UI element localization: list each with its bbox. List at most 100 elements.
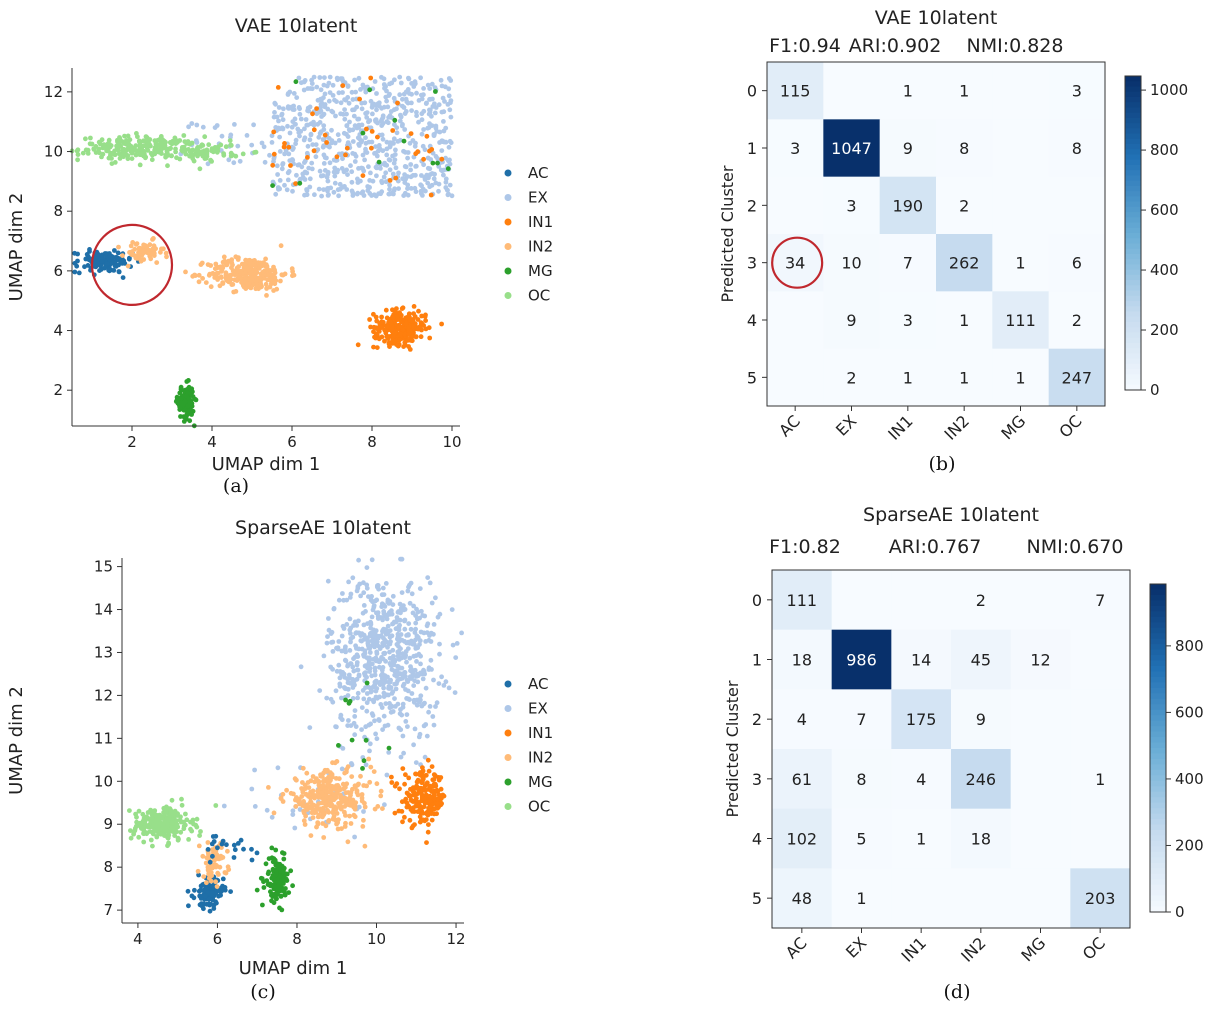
scatter-point-mg	[181, 419, 187, 424]
scatter-point-ex	[414, 659, 419, 664]
scatter-point-ex	[394, 615, 400, 620]
colorbar-segment	[1125, 243, 1141, 250]
scatter-point-ex	[386, 750, 392, 755]
scatter-point-in1	[435, 801, 441, 806]
scatter-point-mg	[364, 680, 370, 686]
scatter-point-ex	[363, 762, 369, 768]
scatter-point-ex	[277, 186, 282, 192]
scatter-point-ex	[332, 165, 338, 171]
scatter-point-ex	[361, 809, 366, 814]
cell-value-label: 9	[976, 710, 986, 729]
scatter-point-ex	[376, 635, 381, 641]
scatter-point-ex	[370, 111, 375, 117]
scatter-point-ex	[294, 172, 299, 178]
scatter-point-oc	[136, 834, 142, 840]
heatmap-cell	[823, 291, 881, 350]
x-tick-label: 10	[442, 433, 461, 451]
colorbar-segment	[1125, 117, 1141, 124]
scatter-point-oc	[100, 151, 106, 157]
scatter-point-in2	[257, 266, 262, 271]
scatter-point-ex	[231, 160, 237, 166]
scatter-point-in2	[326, 802, 332, 808]
colorbar-segment	[1125, 290, 1141, 297]
scatter-point-oc	[133, 811, 139, 817]
scatter-point-ex	[439, 674, 444, 680]
scatter-point-ex	[411, 742, 416, 748]
x-tick-label: 12	[446, 930, 465, 948]
scatter-point-ex	[320, 144, 326, 150]
heatmap-cell	[1010, 689, 1071, 750]
scatter-point-ex	[361, 603, 367, 608]
scatter-point-oc	[141, 831, 146, 836]
scatter-point-ac	[94, 259, 100, 265]
scatter-point-ex	[374, 736, 380, 742]
x-tick-label: IN2	[941, 411, 973, 443]
panel-caption: (b)	[929, 453, 956, 475]
scatter-point-oc	[169, 153, 174, 159]
scatter-point-in1	[355, 342, 361, 348]
legend-label: IN1	[528, 213, 553, 231]
cell-value-label: 8	[959, 139, 969, 158]
scatter-point-ex	[226, 157, 232, 163]
scatter-point-ex	[289, 157, 295, 162]
scatter-point-oc	[223, 144, 229, 150]
scatter-point-in1	[418, 785, 424, 791]
scatter-point-ex	[317, 688, 323, 693]
scatter-point-ac	[185, 888, 191, 894]
scatter-point-ex	[420, 676, 426, 682]
scatter-point-mg	[271, 856, 277, 861]
legend-label: AC	[528, 675, 548, 693]
scatter-point-ex	[382, 802, 387, 808]
scatter-point-oc	[169, 797, 175, 803]
scatter-point-ex	[385, 623, 391, 629]
scatter-point-ex	[452, 690, 458, 695]
colorbar-segment	[1150, 737, 1166, 744]
scatter-point-ex	[352, 159, 358, 164]
colorbar-segment	[1150, 709, 1166, 716]
scatter-point-oc	[150, 831, 156, 837]
y-axis-label: Predicted Cluster	[718, 165, 737, 302]
scatter-point-ex	[384, 152, 390, 158]
scatter-point-in2	[243, 286, 249, 291]
scatter-point-oc	[141, 839, 147, 845]
scatter-point-ex	[388, 709, 394, 715]
scatter-point-ex	[421, 86, 426, 91]
colorbar-segment	[1125, 138, 1141, 145]
scatter-point-ex	[281, 106, 286, 112]
scatter-point-ex	[369, 673, 375, 679]
scatter-point-ex	[270, 179, 276, 185]
scatter-point-ex	[261, 144, 267, 150]
scatter-point-oc	[89, 141, 95, 147]
scatter-point-in1	[410, 323, 416, 329]
scatter-point-in2	[207, 863, 213, 869]
scatter-point-in1	[417, 325, 423, 330]
scatter-point-ex	[390, 602, 396, 607]
scatter-point-ex	[391, 619, 397, 625]
colorbar-segment	[1150, 660, 1166, 667]
scatter-point-ex	[418, 75, 423, 81]
scatter-point-oc	[212, 145, 218, 150]
scatter-point-ex	[324, 174, 330, 180]
scatter-point-in1	[270, 162, 276, 168]
scatter-point-oc	[144, 814, 149, 820]
scatter-point-ex	[338, 100, 344, 106]
scatter-point-ex	[397, 92, 403, 98]
scatter-point-ex	[302, 135, 308, 141]
scatter-point-ex	[338, 712, 344, 718]
scatter-point-ex	[355, 190, 361, 196]
colorbar-segment	[1125, 374, 1141, 381]
scatter-point-ex	[290, 188, 295, 194]
scatter-point-in2	[320, 821, 326, 826]
scatter-point-ex	[277, 178, 283, 183]
scatter-point-ex	[374, 657, 379, 663]
x-axis-label: UMAP dim 1	[239, 958, 348, 979]
scatter-point-in2	[209, 873, 215, 879]
scatter-point-ex	[367, 741, 373, 747]
scatter-point-oc	[109, 161, 115, 167]
scatter-point-ex	[326, 98, 332, 104]
heatmap-cell	[772, 629, 833, 690]
scatter-point-mg	[349, 737, 355, 743]
scatter-point-in2	[345, 790, 351, 795]
scatter-point-ex	[411, 84, 417, 89]
